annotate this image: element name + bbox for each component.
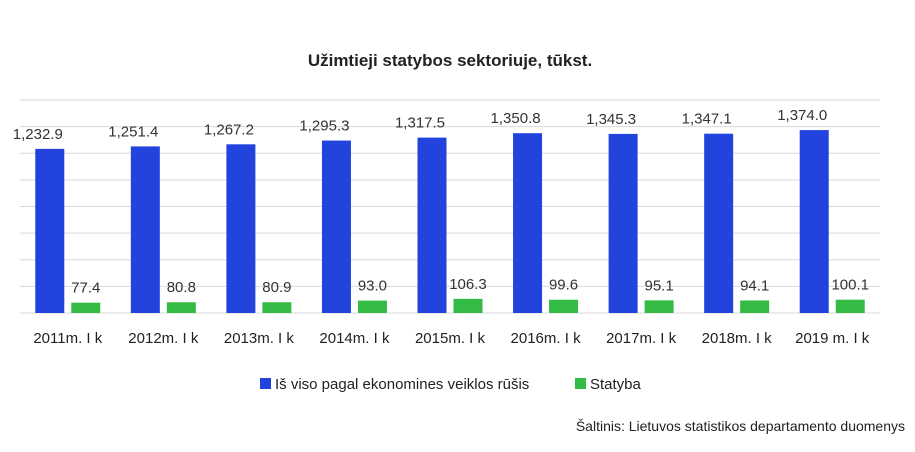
bar-construction: [453, 298, 483, 313]
legend-swatch-total: [260, 378, 271, 389]
data-label-total: 1,350.8: [491, 110, 541, 127]
data-label-total: 1,232.9: [13, 126, 63, 143]
bar-construction: [644, 300, 674, 313]
bar-construction: [740, 300, 770, 313]
data-label-construction: 93.0: [358, 278, 387, 295]
data-label-construction: 77.4: [71, 280, 100, 297]
bar-construction: [71, 302, 101, 313]
data-label-total: 1,295.3: [299, 118, 349, 135]
data-label-total: 1,317.5: [395, 115, 445, 132]
bar-construction: [357, 300, 387, 313]
x-tick-label: 2013m. I k: [224, 330, 295, 347]
bar-total: [799, 130, 829, 313]
data-label-construction: 95.1: [645, 277, 674, 294]
x-tick-label: 2016m. I k: [511, 330, 582, 347]
data-label-construction: 99.6: [549, 277, 578, 294]
gridlines: [20, 99, 880, 314]
data-label-total: 1,345.3: [586, 111, 636, 128]
data-label-total: 1,347.1: [682, 111, 732, 128]
data-label-total: 1,267.2: [204, 121, 254, 138]
bar-total: [608, 133, 638, 313]
legend-swatch-construction: [575, 378, 586, 389]
bar-total: [226, 144, 256, 313]
legend: Iš viso pagal ekonomines veiklos rūšis St…: [260, 376, 642, 393]
x-tick-label: 2015m. I k: [415, 330, 486, 347]
bar-total: [130, 146, 160, 313]
bar-construction: [835, 299, 865, 313]
source-note: Šaltinis: Lietuvos statistikos departame…: [576, 418, 905, 434]
x-axis-ticks: 2011m. I k 2012m. I k 2013m. I k 2014m. I k…: [33, 330, 870, 347]
x-tick-label: 2014m. I k: [319, 330, 390, 347]
bar-total: [35, 148, 65, 313]
data-label-construction: 80.9: [262, 279, 291, 296]
x-tick-label: 2019 m. I k: [795, 330, 870, 347]
x-tick-label: 2011m. I k: [33, 330, 102, 347]
bars: [35, 130, 865, 313]
data-label-construction: 80.8: [167, 279, 196, 296]
x-tick-label: 2018m. I k: [702, 330, 773, 347]
data-label-total: 1,251.4: [108, 123, 158, 140]
bar-construction: [166, 302, 196, 313]
x-tick-label: 2017m. I k: [606, 330, 677, 347]
bar-construction: [262, 302, 292, 313]
bar-total: [513, 133, 543, 313]
data-label-total: 1,374.0: [777, 107, 827, 124]
bar-total: [321, 140, 351, 313]
chart-title: Užimtieji statybos sektoriuje, tūkst.: [308, 51, 592, 70]
x-tick-label: 2012m. I k: [128, 330, 199, 347]
legend-label-construction: Statyba: [590, 376, 642, 393]
data-label-construction: 100.1: [831, 277, 869, 294]
bar-total: [704, 133, 734, 313]
bar-construction: [549, 299, 579, 313]
data-label-construction: 106.3: [449, 276, 487, 293]
bar-total: [417, 137, 447, 313]
data-labels: 1,232.9 77.4 1,251.4 80.8 1,267.2 80.9 1,295.3…: [13, 107, 869, 297]
data-label-construction: 94.1: [740, 277, 769, 294]
legend-label-total: Iš viso pagal ekonomines veiklos rūšis: [275, 376, 529, 393]
